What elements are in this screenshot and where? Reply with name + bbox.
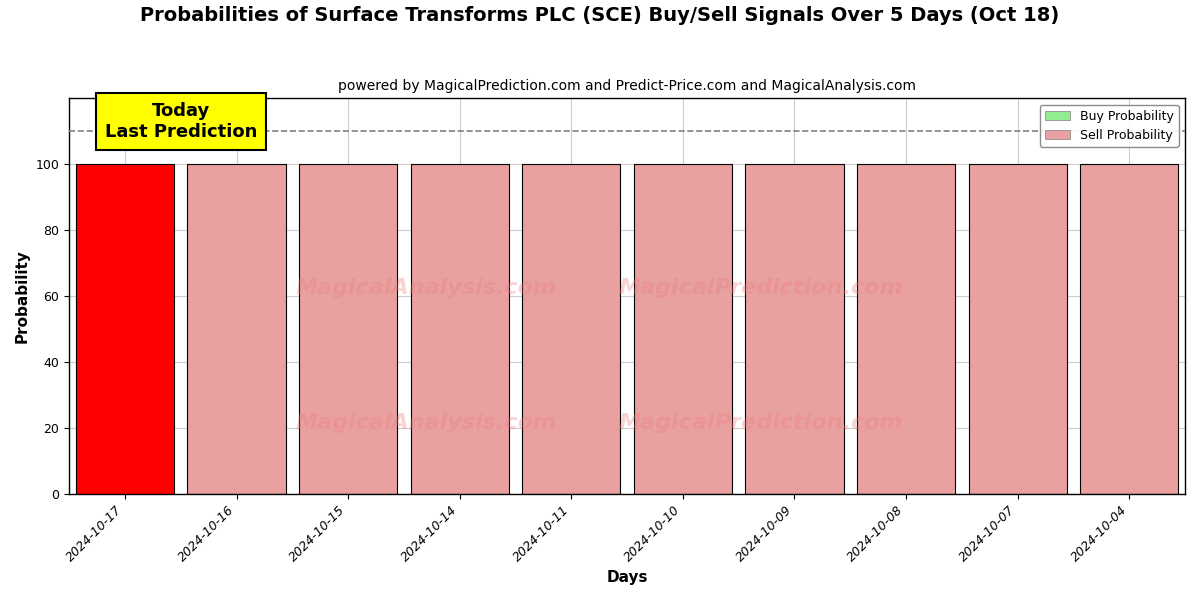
Text: MagicalAnalysis.com: MagicalAnalysis.com	[295, 413, 557, 433]
Legend: Buy Probability, Sell Probability: Buy Probability, Sell Probability	[1040, 104, 1178, 147]
Text: MagicalAnalysis.com: MagicalAnalysis.com	[295, 278, 557, 298]
Text: Probabilities of Surface Transforms PLC (SCE) Buy/Sell Signals Over 5 Days (Oct : Probabilities of Surface Transforms PLC …	[140, 6, 1060, 25]
Bar	[745, 164, 844, 494]
Y-axis label: Probability: Probability	[16, 249, 30, 343]
X-axis label: Days: Days	[606, 570, 648, 585]
Bar	[968, 164, 1067, 494]
Bar	[76, 164, 174, 494]
Bar	[634, 164, 732, 494]
Bar	[410, 164, 509, 494]
Bar	[522, 164, 620, 494]
Text: MagicalPrediction.com: MagicalPrediction.com	[619, 278, 904, 298]
Bar	[299, 164, 397, 494]
Title: powered by MagicalPrediction.com and Predict-Price.com and MagicalAnalysis.com: powered by MagicalPrediction.com and Pre…	[338, 79, 916, 93]
Bar	[187, 164, 286, 494]
Bar	[857, 164, 955, 494]
Bar	[1080, 164, 1178, 494]
Text: Today
Last Prediction: Today Last Prediction	[104, 103, 257, 141]
Text: MagicalPrediction.com: MagicalPrediction.com	[619, 413, 904, 433]
